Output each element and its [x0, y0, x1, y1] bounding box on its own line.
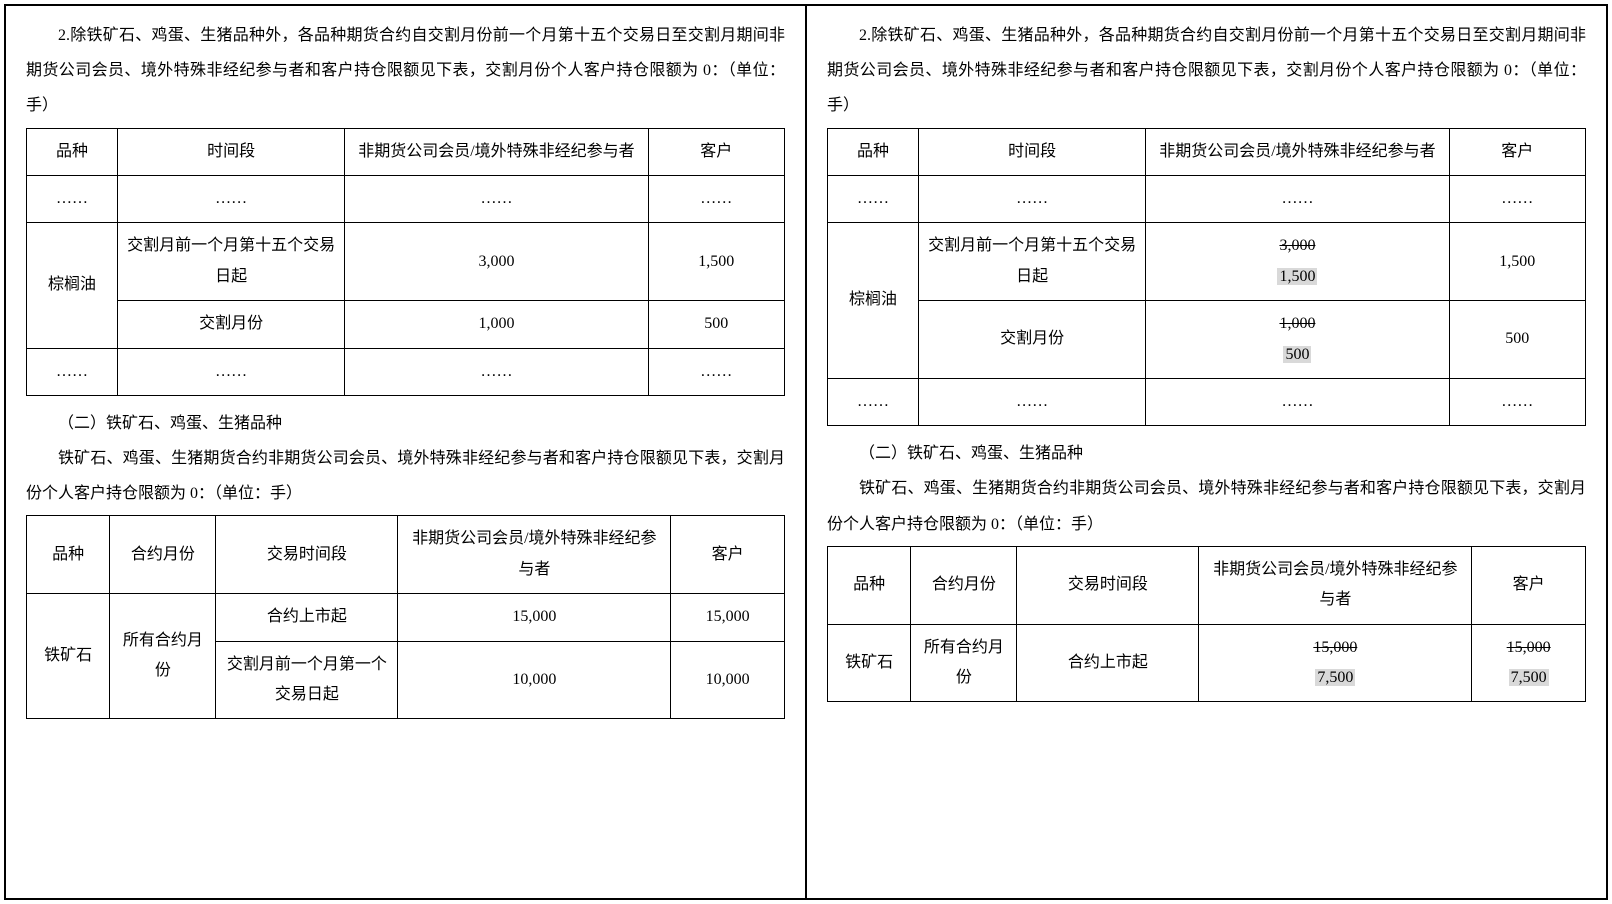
table-row: 交割月份 1,000 500: [27, 301, 785, 348]
cell-revised: 3,000 1,500: [1146, 223, 1449, 301]
table-row: 品种 时间段 非期货公司会员/境外特殊非经纪参与者 客户: [27, 128, 785, 175]
cell-dots: ……: [918, 175, 1145, 222]
old-value: 1,000: [1279, 315, 1315, 332]
cell-dots: ……: [27, 348, 118, 395]
th-period: 时间段: [117, 128, 344, 175]
th-client: 客户: [648, 128, 784, 175]
cell-variety-iron: 铁矿石: [828, 624, 911, 702]
table-row: 品种 合约月份 交易时间段 非期货公司会员/境外特殊非经纪参与者 客户: [27, 516, 785, 594]
cell-variety-palm: 棕榈油: [27, 223, 118, 348]
th-month: 合约月份: [911, 546, 1017, 624]
cell-dots: ……: [117, 175, 344, 222]
cell: 交割月前一个月第一个交易日起: [216, 641, 398, 719]
cell: 交割月前一个月第十五个交易日起: [117, 223, 344, 301]
right-table-1: 品种 时间段 非期货公司会员/境外特殊非经纪参与者 客户 …… …… …… ………: [827, 128, 1586, 427]
cell-dots: ……: [918, 378, 1145, 425]
cell-month: 所有合约月份: [911, 624, 1017, 702]
th-member: 非期货公司会员/境外特殊非经纪参与者: [345, 128, 648, 175]
cell-dots: ……: [828, 175, 919, 222]
th-period: 时间段: [918, 128, 1145, 175]
cell: 交割月份: [918, 301, 1145, 379]
table-row: 铁矿石 所有合约月份 合约上市起 15,000 15,000: [27, 594, 785, 641]
cell: 10,000: [398, 641, 671, 719]
right-subhead-1: （二）铁矿石、鸡蛋、生猪品种: [827, 436, 1586, 471]
right-para-1: 2.除铁矿石、鸡蛋、生猪品种外，各品种期货合约自交割月份前一个月第十五个交易日至…: [827, 18, 1586, 124]
cell-dots: ……: [1449, 378, 1585, 425]
th-client: 客户: [1472, 546, 1586, 624]
cell: 3,000: [345, 223, 648, 301]
cell-dots: ……: [345, 348, 648, 395]
old-value: 15,000: [1507, 639, 1551, 656]
th-client: 客户: [1449, 128, 1585, 175]
th-client: 客户: [671, 516, 785, 594]
cell-dots: ……: [1146, 175, 1449, 222]
table-row: 品种 合约月份 交易时间段 非期货公司会员/境外特殊非经纪参与者 客户: [828, 546, 1586, 624]
cell: 15,000: [671, 594, 785, 641]
cell: 合约上市起: [216, 594, 398, 641]
cell-variety-palm: 棕榈油: [828, 223, 919, 379]
left-table-2: 品种 合约月份 交易时间段 非期货公司会员/境外特殊非经纪参与者 客户 铁矿石 …: [26, 515, 785, 719]
table-row: 棕榈油 交割月前一个月第十五个交易日起 3,000 1,500: [27, 223, 785, 301]
cell: 15,000: [398, 594, 671, 641]
cell-dots: ……: [1146, 378, 1449, 425]
table-row: …… …… …… ……: [828, 378, 1586, 425]
cell: 合约上市起: [1017, 624, 1199, 702]
cell: 1,500: [648, 223, 784, 301]
th-variety: 品种: [828, 546, 911, 624]
cell-revised: 15,000 7,500: [1472, 624, 1586, 702]
table-row: 品种 时间段 非期货公司会员/境外特殊非经纪参与者 客户: [828, 128, 1586, 175]
table-row: …… …… …… ……: [27, 175, 785, 222]
left-para-2: 铁矿石、鸡蛋、生猪期货合约非期货公司会员、境外特殊非经纪参与者和客户持仓限额见下…: [26, 441, 785, 511]
new-value: 7,500: [1315, 669, 1355, 686]
cell-dots: ……: [648, 175, 784, 222]
cell-dots: ……: [345, 175, 648, 222]
cell-month: 所有合约月份: [110, 594, 216, 719]
left-table-1: 品种 时间段 非期货公司会员/境外特殊非经纪参与者 客户 …… …… …… ………: [26, 128, 785, 396]
old-value: 15,000: [1313, 639, 1357, 656]
cell: 10,000: [671, 641, 785, 719]
cell: 交割月份: [117, 301, 344, 348]
new-value: 500: [1283, 346, 1311, 363]
th-member: 非期货公司会员/境外特殊非经纪参与者: [398, 516, 671, 594]
th-variety: 品种: [27, 128, 118, 175]
cell-revised: 15,000 7,500: [1199, 624, 1472, 702]
cell: 1,500: [1449, 223, 1585, 301]
cell-variety-iron: 铁矿石: [27, 594, 110, 719]
cell-dots: ……: [117, 348, 344, 395]
th-member: 非期货公司会员/境外特殊非经纪参与者: [1146, 128, 1449, 175]
cell: 500: [648, 301, 784, 348]
th-month: 合约月份: [110, 516, 216, 594]
cell-revised: 1,000 500: [1146, 301, 1449, 379]
new-value: 1,500: [1277, 268, 1317, 285]
cell-dots: ……: [648, 348, 784, 395]
th-tradeperiod: 交易时间段: [216, 516, 398, 594]
left-para-1: 2.除铁矿石、鸡蛋、生猪品种外，各品种期货合约自交割月份前一个月第十五个交易日至…: [26, 18, 785, 124]
old-value: 3,000: [1279, 237, 1315, 254]
th-variety: 品种: [828, 128, 919, 175]
table-row: …… …… …… ……: [27, 348, 785, 395]
right-column: 2.除铁矿石、鸡蛋、生猪品种外，各品种期货合约自交割月份前一个月第十五个交易日至…: [806, 5, 1607, 899]
left-column: 2.除铁矿石、鸡蛋、生猪品种外，各品种期货合约自交割月份前一个月第十五个交易日至…: [5, 5, 806, 899]
cell: 交割月前一个月第十五个交易日起: [918, 223, 1145, 301]
th-tradeperiod: 交易时间段: [1017, 546, 1199, 624]
table-row: 铁矿石 所有合约月份 合约上市起 15,000 7,500 15,000 7,5…: [828, 624, 1586, 702]
table-row: …… …… …… ……: [828, 175, 1586, 222]
cell-dots: ……: [1449, 175, 1585, 222]
table-row: 交割月份 1,000 500 500: [828, 301, 1586, 379]
page-container: 2.除铁矿石、鸡蛋、生猪品种外，各品种期货合约自交割月份前一个月第十五个交易日至…: [4, 4, 1608, 900]
th-variety: 品种: [27, 516, 110, 594]
left-subhead-1: （二）铁矿石、鸡蛋、生猪品种: [26, 406, 785, 441]
right-para-2: 铁矿石、鸡蛋、生猪期货合约非期货公司会员、境外特殊非经纪参与者和客户持仓限额见下…: [827, 471, 1586, 541]
cell: 1,000: [345, 301, 648, 348]
table-row: 棕榈油 交割月前一个月第十五个交易日起 3,000 1,500 1,500: [828, 223, 1586, 301]
th-member: 非期货公司会员/境外特殊非经纪参与者: [1199, 546, 1472, 624]
cell: 500: [1449, 301, 1585, 379]
new-value: 7,500: [1509, 669, 1549, 686]
right-table-2: 品种 合约月份 交易时间段 非期货公司会员/境外特殊非经纪参与者 客户 铁矿石 …: [827, 546, 1586, 703]
cell-dots: ……: [27, 175, 118, 222]
cell-dots: ……: [828, 378, 919, 425]
